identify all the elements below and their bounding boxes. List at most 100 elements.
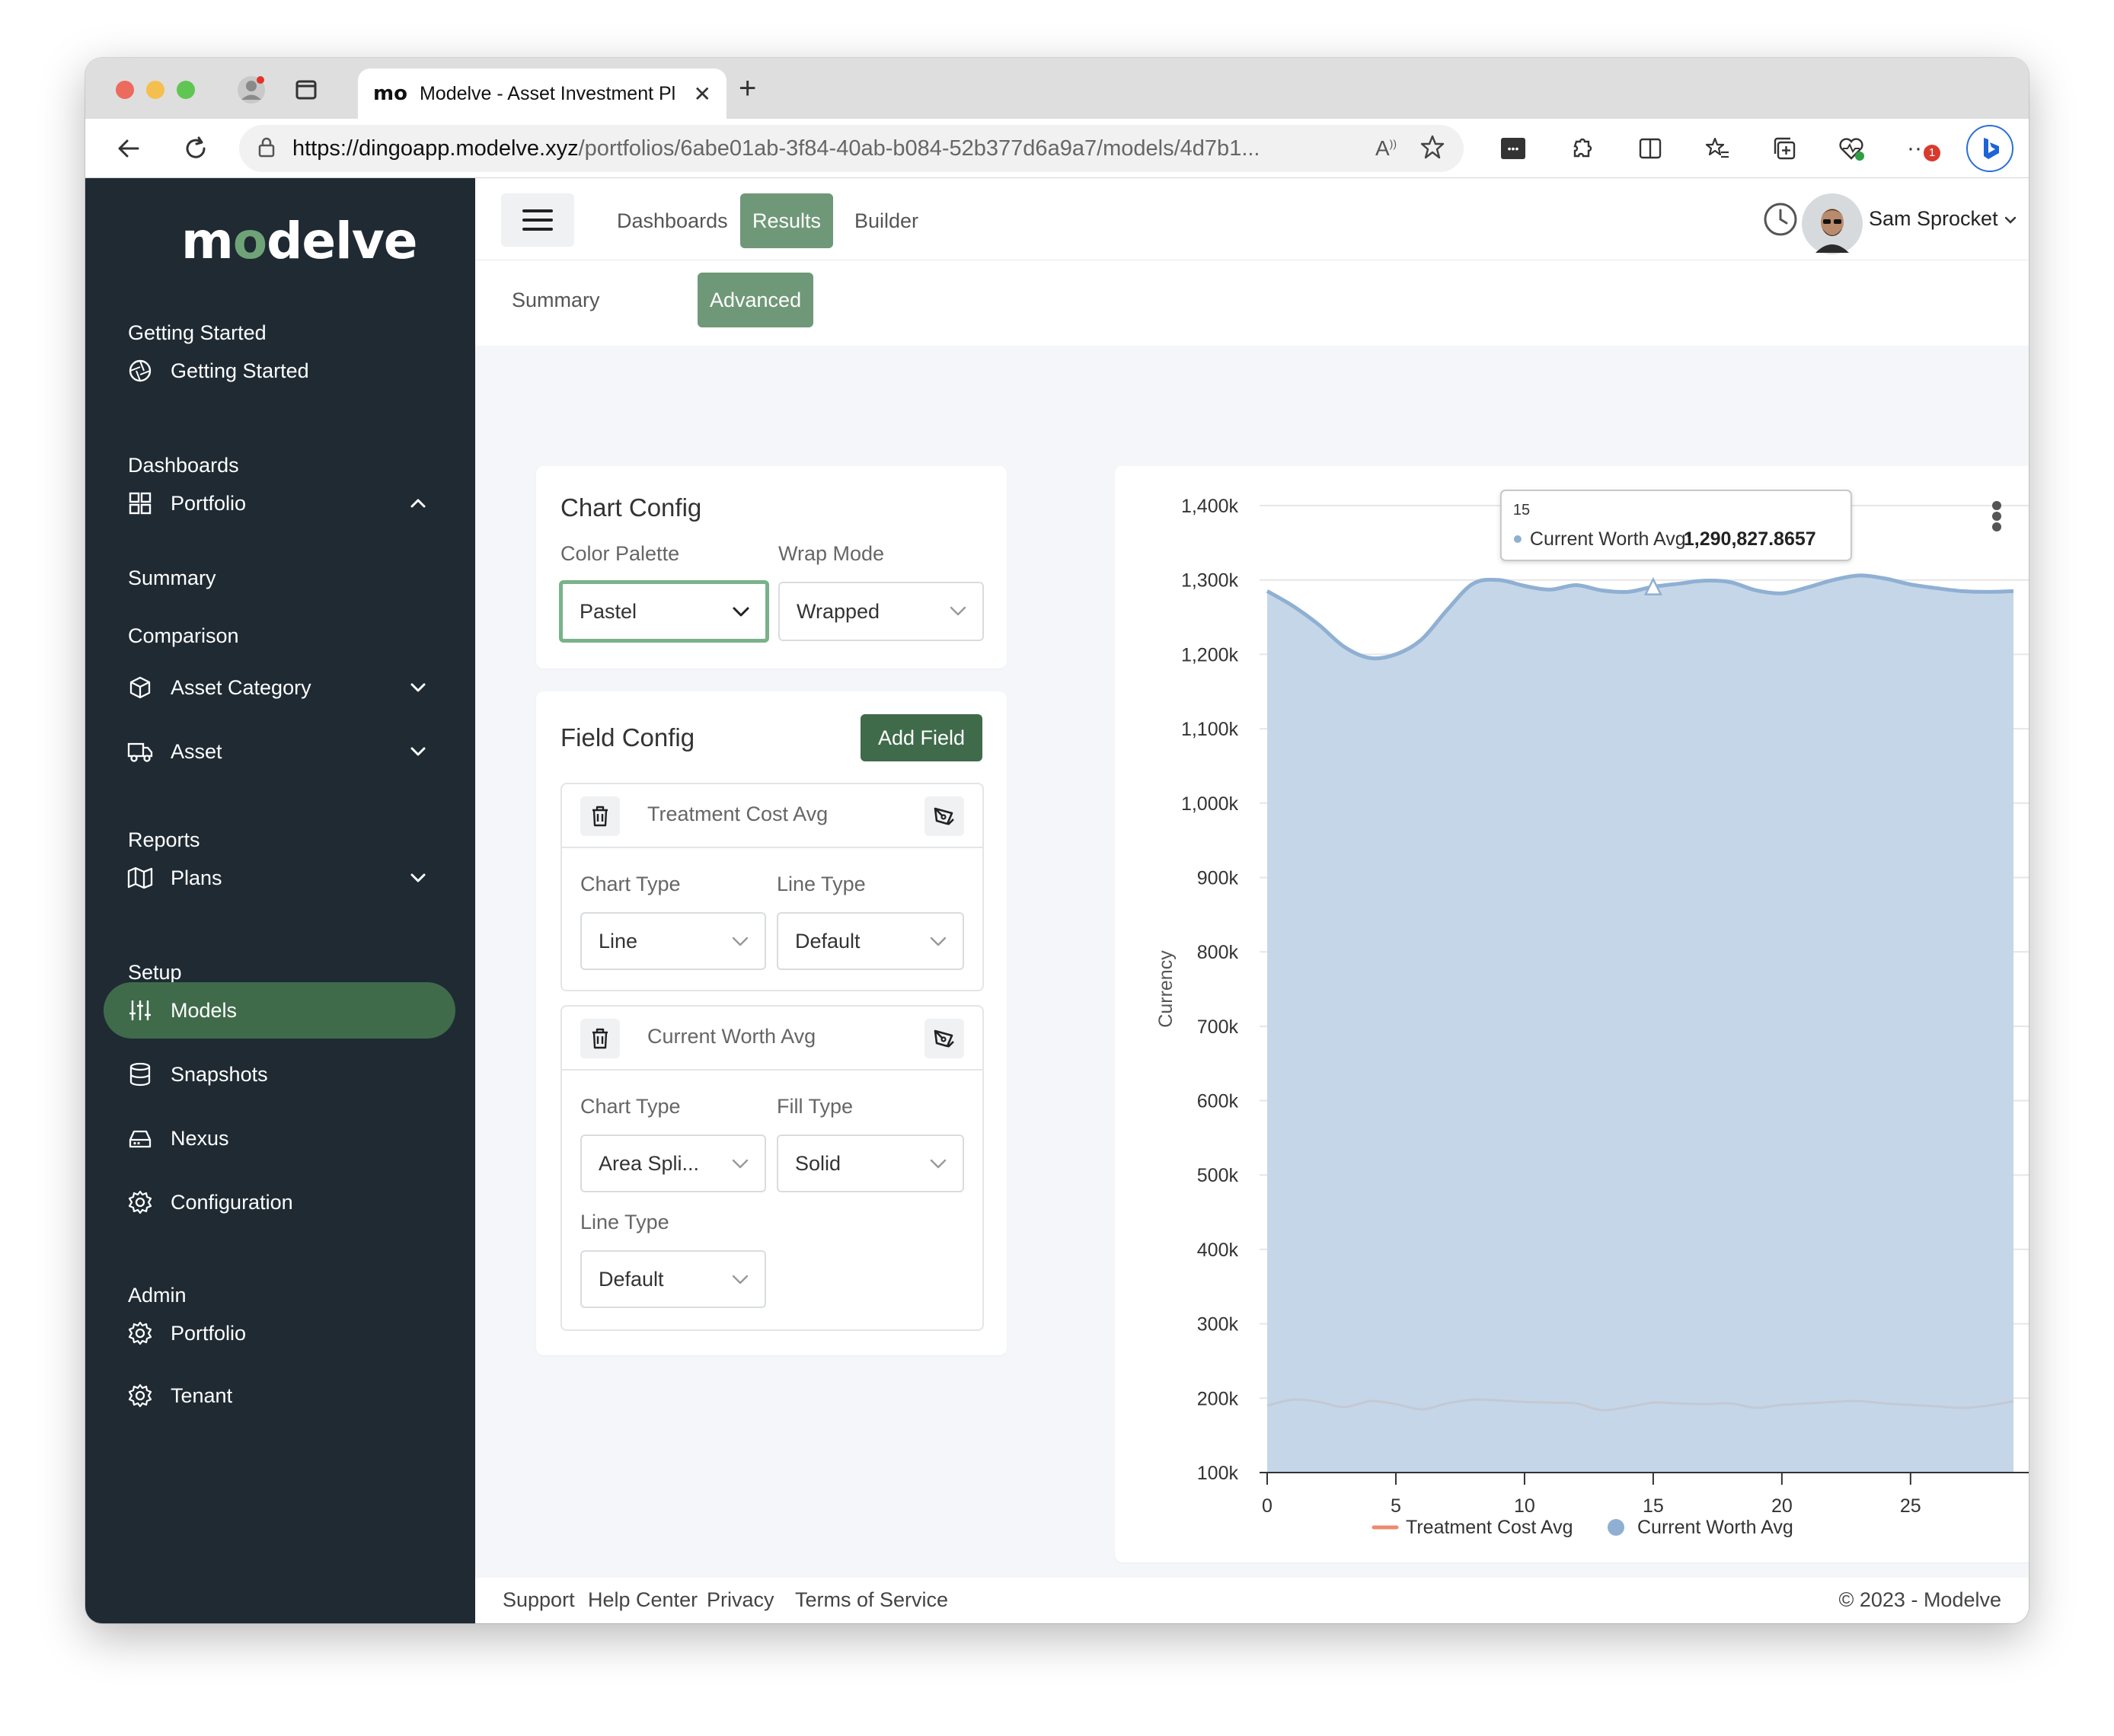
- tab-builder[interactable]: Builder: [854, 209, 919, 232]
- color-palette-select[interactable]: Pastel: [559, 580, 769, 643]
- x-tick-label: 5: [1391, 1495, 1401, 1517]
- tab-summary[interactable]: Summary: [512, 288, 600, 311]
- new-tab-button[interactable]: +: [739, 72, 757, 105]
- avatar[interactable]: [1800, 192, 1864, 260]
- read-aloud-icon[interactable]: A)): [1375, 136, 1397, 160]
- sidebar-item-snapshots[interactable]: Snapshots: [104, 1046, 455, 1103]
- y-tick-label: 1,000k: [1181, 793, 1239, 815]
- browser-tab[interactable]: mo Modelve - Asset Investment Pl ✕: [358, 69, 726, 119]
- legend-item-current-worth[interactable]: Current Worth Avg: [1608, 1517, 1793, 1538]
- field-config-title: Field Config: [560, 723, 695, 752]
- chart-config-title: Chart Config: [560, 493, 702, 522]
- sub-nav: Summary Advanced: [475, 260, 2029, 346]
- lock-icon[interactable]: [257, 136, 276, 161]
- tab-advanced[interactable]: Advanced: [698, 273, 814, 327]
- extensions-icon[interactable]: [1563, 129, 1601, 168]
- sidebar-item-models[interactable]: Models: [104, 982, 455, 1039]
- y-axis-label: Currency: [1155, 950, 1177, 1028]
- line-type-select[interactable]: Default: [580, 1250, 766, 1308]
- sidebar-item-summary[interactable]: Summary: [128, 566, 216, 589]
- x-tick-label: 20: [1771, 1495, 1793, 1517]
- copilot-icon[interactable]: [1966, 125, 2013, 172]
- password-manager-icon[interactable]: •••: [1494, 129, 1532, 168]
- sidebar-item-comparison[interactable]: Comparison: [128, 624, 239, 647]
- tab-results[interactable]: Results: [740, 193, 834, 248]
- chevron-down-icon[interactable]: [408, 678, 428, 697]
- url-text[interactable]: https://dingoapp.modelve.xyz/portfolios/…: [292, 136, 1260, 161]
- chart-tooltip: 15 Current Worth Avg: 1,290,827.8657: [1499, 490, 1852, 595]
- gear-icon: [126, 1382, 154, 1409]
- favorite-star-icon[interactable]: [1419, 134, 1445, 164]
- chevron-down-icon: [732, 1275, 749, 1284]
- back-arrow-icon[interactable]: [110, 129, 148, 168]
- split-screen-icon[interactable]: [1631, 129, 1669, 168]
- chart-type-label: Chart Type: [580, 1095, 681, 1118]
- y-tick-label: 700k: [1197, 1016, 1239, 1038]
- footer-link-help-center[interactable]: Help Center: [588, 1588, 698, 1611]
- history-clock-icon[interactable]: [1762, 201, 1799, 241]
- modelve-logo[interactable]: modelve: [181, 212, 418, 270]
- sidebar-item-plans[interactable]: Plans: [104, 850, 455, 906]
- fill-type-select[interactable]: Solid: [777, 1134, 964, 1192]
- chart-menu-icon[interactable]: [1992, 501, 2001, 531]
- close-tab-icon[interactable]: ✕: [693, 81, 711, 106]
- footer-link-support[interactable]: Support: [503, 1588, 575, 1611]
- performance-icon[interactable]: [1832, 129, 1870, 168]
- pen-tool-icon[interactable]: [924, 1019, 964, 1058]
- browser-tab-strip: mo Modelve - Asset Investment Pl ✕ +: [85, 58, 2029, 119]
- gear-icon: [126, 1320, 154, 1347]
- sidebar-item-admin-portfolio[interactable]: Portfolio: [104, 1305, 455, 1361]
- user-menu[interactable]: Sam Sprocket: [1869, 207, 2017, 231]
- sidebar-item-nexus[interactable]: Nexus: [104, 1110, 455, 1166]
- wrap-mode-label: Wrap Mode: [778, 542, 885, 565]
- y-tick-label: 500k: [1197, 1165, 1239, 1186]
- address-bar[interactable]: https://dingoapp.modelve.xyz/portfolios/…: [239, 125, 1464, 172]
- favorites-icon[interactable]: [1698, 129, 1736, 168]
- close-window-button[interactable]: [116, 81, 134, 99]
- footer-link-privacy[interactable]: Privacy: [707, 1588, 774, 1611]
- chevron-up-icon[interactable]: [408, 493, 428, 513]
- more-menu-icon[interactable]: ··· 1: [1899, 129, 1940, 168]
- footer-link-terms[interactable]: Terms of Service: [795, 1588, 949, 1611]
- svg-text:Current Worth Avg: Current Worth Avg: [1637, 1517, 1793, 1538]
- sidebar-item-getting-started[interactable]: Getting Started: [104, 343, 455, 399]
- x-tick-label: 10: [1514, 1495, 1535, 1517]
- pen-tool-icon[interactable]: [924, 796, 964, 836]
- profile-icon[interactable]: [235, 73, 268, 107]
- app: modelve Getting Started Getting Started …: [85, 178, 2029, 1623]
- sidebar-item-asset[interactable]: Asset: [104, 723, 455, 780]
- tab-dashboards[interactable]: Dashboards: [617, 209, 728, 232]
- trash-icon[interactable]: [580, 1019, 620, 1058]
- sidebar-item-portfolio[interactable]: Portfolio: [104, 475, 455, 531]
- sidebar-item-label: Snapshots: [171, 1062, 268, 1086]
- minimize-window-button[interactable]: [146, 81, 164, 99]
- sidebar-item-label: Plans: [171, 866, 222, 889]
- sidebar-item-asset-category[interactable]: Asset Category: [104, 659, 455, 716]
- cube-icon: [126, 674, 154, 701]
- trash-icon[interactable]: [580, 796, 620, 836]
- reload-icon[interactable]: [177, 129, 215, 168]
- add-field-button[interactable]: Add Field: [861, 714, 982, 761]
- drive-icon: [126, 1125, 154, 1152]
- legend-item-treatment-cost[interactable]: Treatment Cost Avg: [1372, 1517, 1573, 1538]
- collections-icon[interactable]: [1765, 129, 1803, 168]
- x-tick-label: 25: [1900, 1495, 1921, 1517]
- maximize-window-button[interactable]: [177, 81, 195, 99]
- sidebar-item-configuration[interactable]: Configuration: [104, 1174, 455, 1230]
- wrap-mode-select[interactable]: Wrapped: [778, 582, 984, 641]
- area-chart[interactable]: 100k 200k 300k 400k 500k 600k 700k 800k 900k 1,00…: [1115, 466, 2029, 1562]
- section-getting-started: Getting Started: [128, 321, 267, 344]
- copyright-text: © 2023 - Modelve: [1838, 1588, 2001, 1611]
- tab-actions-icon[interactable]: [289, 73, 323, 107]
- chart-type-select[interactable]: Area Spli...: [580, 1134, 766, 1192]
- chevron-down-icon[interactable]: [408, 868, 428, 888]
- chevron-down-icon[interactable]: [408, 742, 428, 761]
- hamburger-menu-button[interactable]: [501, 193, 574, 247]
- grid-icon: [126, 490, 154, 517]
- y-tick-label: 100k: [1197, 1463, 1239, 1484]
- chart-type-select[interactable]: Line: [580, 912, 766, 970]
- main-content: Dashboards Results Builder Sam Sprocket …: [475, 178, 2029, 1623]
- footer: Support Help Center Privacy Terms of Ser…: [475, 1578, 2029, 1623]
- line-type-select[interactable]: Default: [777, 912, 964, 970]
- sidebar-item-tenant[interactable]: Tenant: [104, 1367, 455, 1424]
